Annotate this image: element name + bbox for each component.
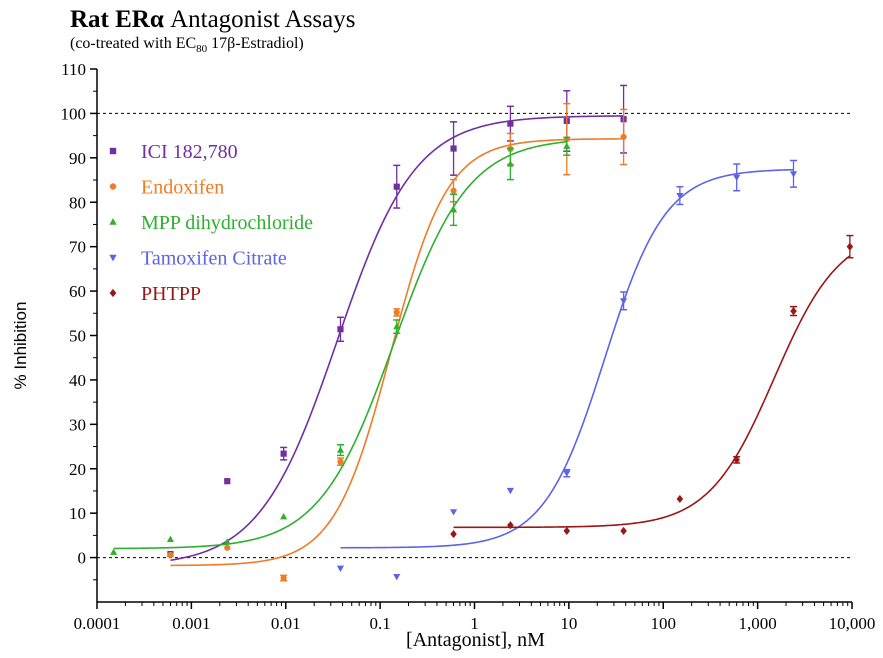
data-point <box>393 183 400 190</box>
legend-marker <box>109 254 117 262</box>
data-point <box>280 450 287 457</box>
y-tick-label: 0 <box>78 549 87 568</box>
data-point <box>450 145 457 152</box>
data-point <box>507 120 514 127</box>
data-point <box>449 509 458 516</box>
chart-title: Rat ERα Antagonist Assays <box>70 6 356 34</box>
legend-marker <box>109 147 117 155</box>
y-tick-label: 90 <box>69 149 86 168</box>
series-3 <box>336 159 798 581</box>
legend-label: ICI 182,780 <box>141 141 238 163</box>
series-4 <box>450 234 854 539</box>
chart-subtitle: (co-treated with EC80 17β-Estradiol) <box>70 34 356 59</box>
legend-label: Tamoxifen Citrate <box>141 248 287 270</box>
data-point <box>336 446 345 453</box>
x-tick-label: 1,000 <box>739 614 777 633</box>
data-point <box>224 544 231 551</box>
legend-label: PHTPP <box>141 283 201 305</box>
data-point <box>337 326 344 333</box>
y-tick-label: 30 <box>69 415 86 434</box>
x-axis-title: [Antagonist], nM <box>406 629 545 651</box>
data-point <box>563 470 571 477</box>
data-point <box>393 309 400 316</box>
chart-title-block: Rat ERα Antagonist Assays (co-treated wi… <box>70 6 356 59</box>
y-tick-label: 10 <box>69 504 86 523</box>
x-tick-label: 1 <box>470 614 479 633</box>
fit-curve <box>113 140 567 550</box>
data-point <box>223 538 231 545</box>
data-point <box>280 513 288 520</box>
data-point <box>790 307 797 316</box>
fit-curve <box>340 168 794 549</box>
data-point <box>507 521 514 530</box>
x-tick-label: 0.1 <box>370 614 391 633</box>
chart-title-bold: Rat ERα <box>70 6 164 33</box>
data-point <box>789 171 798 178</box>
y-tick-label: 20 <box>69 460 86 479</box>
data-point <box>393 574 401 581</box>
data-point <box>676 192 684 200</box>
legend-label: Endoxifen <box>141 177 224 199</box>
y-tick-label: 70 <box>69 238 86 257</box>
fit-curve <box>453 255 851 529</box>
data-point <box>620 133 627 141</box>
chart-subtitle-post: 17β-Estradiol) <box>207 35 304 52</box>
data-point <box>450 530 457 539</box>
y-tick-label: 80 <box>69 193 86 212</box>
legend-marker <box>109 218 117 225</box>
legend-label: MPP dihydrochloride <box>141 212 313 234</box>
x-tick-label: 0.01 <box>271 614 301 633</box>
data-point <box>563 142 571 149</box>
data-point <box>393 322 401 330</box>
y-tick-label: 110 <box>61 60 86 79</box>
data-point <box>676 494 684 503</box>
data-point <box>336 565 345 572</box>
data-point <box>280 574 287 582</box>
x-tick-label: 10,000 <box>829 614 876 633</box>
legend: ICI 182,780 Endoxifen MPP dihydrochloride T… <box>109 141 313 305</box>
x-tick-label: 100 <box>651 614 677 633</box>
y-tick-label: 100 <box>61 104 87 123</box>
x-tick-label: 0.001 <box>172 614 210 633</box>
data-point <box>846 242 854 251</box>
chart-subtitle-sub: 80 <box>196 43 208 56</box>
data-point <box>506 487 514 495</box>
data-point <box>337 458 344 465</box>
chart-title-rest: Antagonist Assays <box>163 6 356 33</box>
x-tick-label: 0.0001 <box>74 614 121 633</box>
y-tick-label: 40 <box>69 371 86 390</box>
y-axis-title: % Inhibition <box>11 302 30 390</box>
data-point <box>224 478 231 485</box>
data-point <box>110 548 118 555</box>
x-tick-label: 10 <box>560 614 577 633</box>
y-tick-label: 50 <box>69 327 86 346</box>
data-point <box>733 455 740 464</box>
data-point <box>450 187 457 194</box>
data-point <box>620 298 628 305</box>
series-2 <box>110 136 571 555</box>
data-point <box>620 526 627 535</box>
y-tick-label: 60 <box>69 282 86 301</box>
data-point <box>449 206 458 213</box>
data-point <box>167 551 174 559</box>
chart-subtitle-pre: (co-treated with EC <box>70 35 197 52</box>
data-point <box>506 160 514 167</box>
data-point <box>563 526 571 535</box>
legend-marker <box>109 183 117 190</box>
data-point <box>166 535 175 543</box>
legend-marker <box>109 288 117 298</box>
data-point <box>733 174 741 182</box>
